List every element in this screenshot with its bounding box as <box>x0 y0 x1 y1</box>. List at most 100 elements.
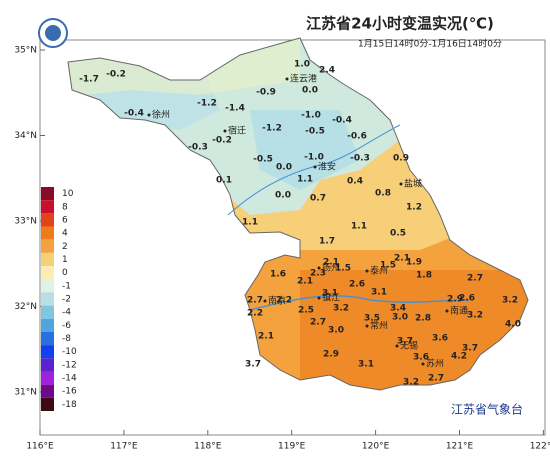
city-label: 南京 <box>268 295 286 307</box>
y-tick-label: 32°N <box>14 302 37 312</box>
legend-swatch <box>41 397 54 411</box>
station-value: 2.5 <box>298 306 314 316</box>
field <box>68 38 528 390</box>
station-value: 3.7 <box>245 360 261 370</box>
y-tick-label: 34°N <box>14 131 37 141</box>
city-label: 无锡 <box>400 341 418 352</box>
y-tick-label: 35°N <box>14 46 37 56</box>
legend-swatch <box>41 318 54 332</box>
station-value: 1.6 <box>270 270 286 280</box>
city-dot <box>285 77 289 81</box>
station-value: 2.6 <box>459 294 475 304</box>
station-value: -1.4 <box>225 104 245 114</box>
legend-label: -18 <box>62 400 77 410</box>
station-value: 2.2 <box>276 296 292 306</box>
city-dot <box>223 129 227 133</box>
station-value: -0.9 <box>256 88 276 98</box>
legend-label: 2 <box>62 242 68 252</box>
city-label: 镇江 <box>322 292 340 304</box>
station-value: 3.6 <box>413 353 429 363</box>
station-value: -0.5 <box>305 127 325 137</box>
station-value: 2.3 <box>310 269 326 279</box>
legend-swatch <box>41 384 54 398</box>
station-value: 0.9 <box>393 154 409 164</box>
legend-label: 8 <box>62 202 68 212</box>
subtitle: 1月15日14时0分-1月16日14时0分 <box>358 38 502 50</box>
city-label: 盐城 <box>404 178 422 190</box>
city-label: 常州 <box>370 320 388 332</box>
station-value: 0.0 <box>302 86 318 96</box>
city-dot <box>399 182 403 186</box>
legend-label: 10 <box>62 189 74 199</box>
legend-swatch <box>41 213 54 227</box>
station-value: 1.1 <box>242 218 258 228</box>
legend-label: -2 <box>62 295 71 305</box>
station-value: -0.4 <box>332 116 352 126</box>
legend-label: 4 <box>62 229 68 239</box>
x-tick-label: 117°E <box>110 442 138 452</box>
station-value: 2.4 <box>319 66 335 76</box>
station-value: 2.1 <box>394 254 410 264</box>
legend-label: -12 <box>62 360 77 370</box>
station-value: 2.7 <box>247 296 263 306</box>
legend-label: -16 <box>62 387 77 397</box>
city-dot <box>147 113 151 117</box>
legend-label: 6 <box>62 215 68 225</box>
legend-label: -14 <box>62 374 77 384</box>
legend-label: -10 <box>62 347 77 357</box>
station-value: 3.7 <box>462 344 478 354</box>
station-value: 0.7 <box>310 194 326 204</box>
legend-swatch <box>41 200 54 214</box>
y-tick-label: 33°N <box>14 217 37 227</box>
station-value: 3.1 <box>371 288 387 298</box>
station-value: 0.1 <box>216 176 232 186</box>
station-value: -1.7 <box>79 75 99 85</box>
city-dot <box>395 344 399 348</box>
city-label: 苏州 <box>426 358 444 370</box>
station-value: 1.8 <box>416 271 432 281</box>
city-dot <box>365 324 369 328</box>
river <box>227 124 401 216</box>
station-value: 1.7 <box>319 237 335 247</box>
city-dot <box>263 299 267 303</box>
legend-swatch <box>41 239 54 253</box>
city-label: 扬州 <box>322 262 340 274</box>
station-value: 1.1 <box>297 175 313 185</box>
x-tick-label: 122°E <box>530 442 550 452</box>
legend-swatch <box>41 345 54 359</box>
station-value: 2.1 <box>323 258 339 268</box>
station-value: 2.7 <box>467 274 483 284</box>
station-value: 3.2 <box>403 378 419 388</box>
legend-label: -4 <box>62 308 71 318</box>
station-value: 3.2 <box>467 311 483 321</box>
legend-swatch <box>41 252 54 267</box>
title: 江苏省24小时变温实况(℃) <box>306 15 494 33</box>
city-label: 泰州 <box>370 265 388 277</box>
station-value: 1.5 <box>380 261 396 271</box>
station-value: -1.0 <box>304 153 324 163</box>
city-dot <box>317 266 321 270</box>
station-value: -0.2 <box>212 136 232 146</box>
station-value: -1.0 <box>301 111 321 121</box>
legend-label: 0 <box>62 268 68 278</box>
station-value: 3.5 <box>364 314 380 324</box>
city-dot <box>421 362 425 366</box>
station-value: 0.0 <box>275 191 291 201</box>
city-dot <box>365 269 369 273</box>
city-label: 连云港 <box>290 73 317 85</box>
station-value: -0.5 <box>253 155 273 165</box>
legend-label: -8 <box>62 334 71 344</box>
legend-swatch <box>41 331 54 346</box>
station-value: 2.8 <box>415 314 431 324</box>
station-value: 3.1 <box>358 360 374 370</box>
legend-label: -1 <box>62 281 71 291</box>
station-value: 1.9 <box>406 258 422 268</box>
station-value: 0.0 <box>276 163 292 173</box>
city-dot <box>313 165 317 169</box>
city-label: 淮安 <box>318 161 336 173</box>
x-tick-label: 118°E <box>194 442 222 452</box>
station-value: 0.5 <box>390 229 406 239</box>
station-value: 2.9 <box>447 295 463 305</box>
legend-label: -6 <box>62 321 71 331</box>
city-label: 南通 <box>450 305 468 317</box>
